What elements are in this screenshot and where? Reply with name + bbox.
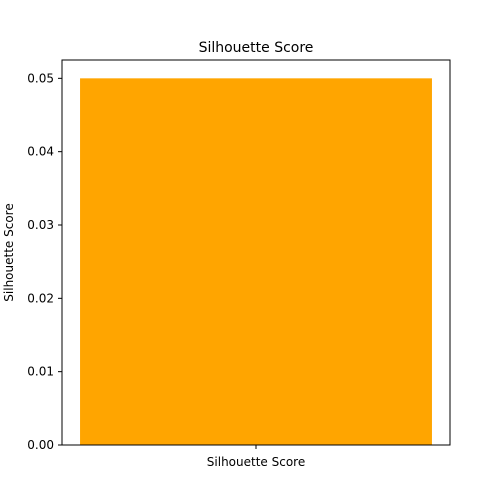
bar-group bbox=[80, 78, 432, 445]
x-axis-ticks: Silhouette Score bbox=[207, 445, 305, 469]
y-axis-ticks: 0.00 0.01 0.02 0.03 0.04 0.05 bbox=[27, 71, 62, 452]
y-tick-label-2: 0.02 bbox=[27, 291, 54, 305]
y-axis-label: Silhouette Score bbox=[2, 203, 16, 301]
y-tick-label-4: 0.04 bbox=[27, 145, 54, 159]
y-tick-label-3: 0.03 bbox=[27, 218, 54, 232]
chart-title: Silhouette Score bbox=[199, 40, 314, 56]
y-tick-label-5: 0.05 bbox=[27, 71, 54, 85]
y-tick-label-1: 0.01 bbox=[27, 365, 54, 379]
bar-0 bbox=[80, 78, 432, 445]
x-tick-label-0: Silhouette Score bbox=[207, 455, 305, 469]
y-tick-label-0: 0.00 bbox=[27, 438, 54, 452]
plot-frame bbox=[61, 59, 451, 446]
